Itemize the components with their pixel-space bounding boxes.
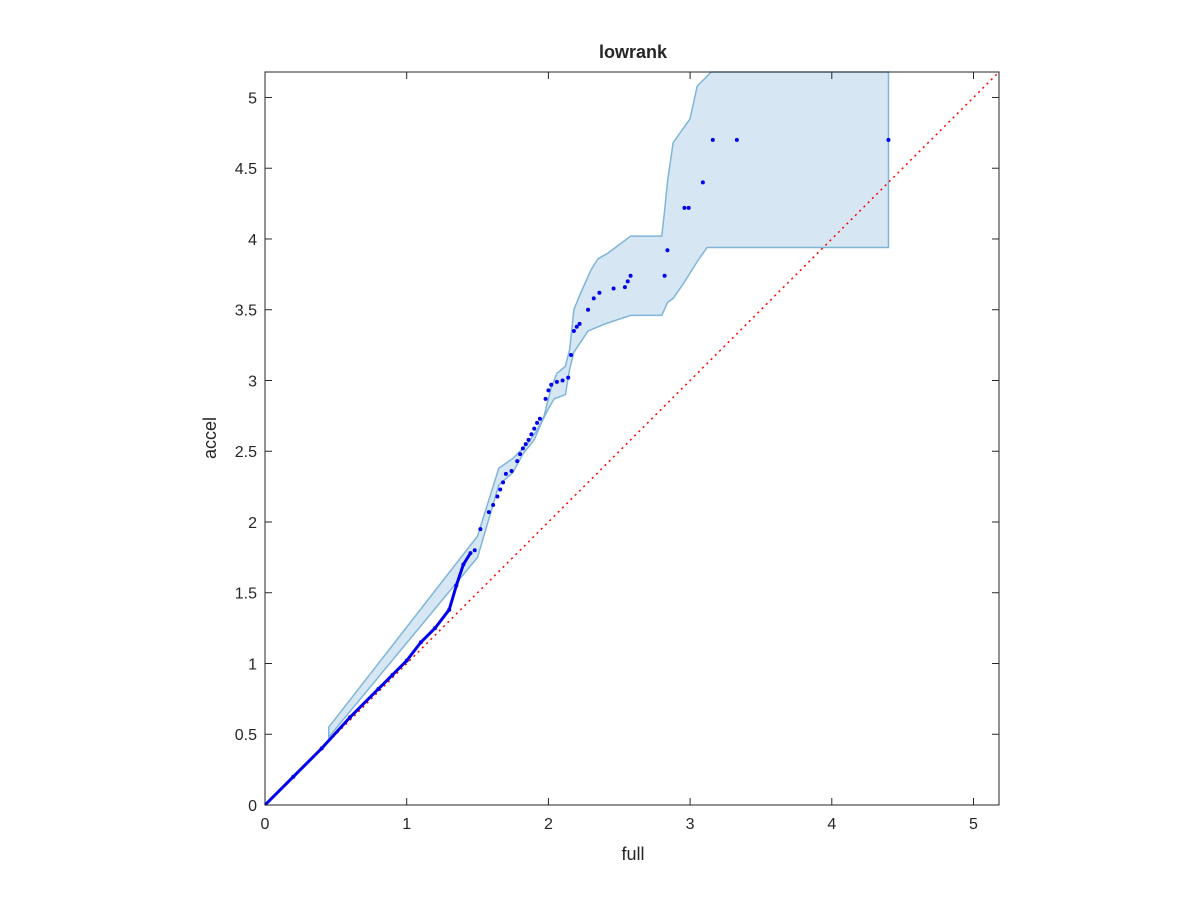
- data-point: [520, 446, 525, 451]
- data-point: [665, 248, 670, 253]
- data-point: [622, 285, 627, 290]
- data-point: [348, 715, 353, 720]
- reference-line-layer: [264, 71, 1000, 806]
- data-point: [291, 774, 296, 779]
- y-tick-label: 2.5: [235, 444, 257, 461]
- y-tick-label: 4: [248, 232, 257, 249]
- data-point: [577, 321, 582, 326]
- reference-line: [264, 71, 1000, 806]
- confidence-band: [328, 71, 890, 740]
- data-point: [526, 437, 531, 442]
- confidence-band-layer: [328, 71, 890, 740]
- data-point: [682, 205, 687, 210]
- data-point: [686, 205, 691, 210]
- data-point: [886, 137, 891, 142]
- x-tick-label: 5: [969, 816, 978, 833]
- data-point: [454, 583, 459, 588]
- data-point: [569, 353, 574, 358]
- chart-title: lowrank: [599, 42, 668, 62]
- data-point: [468, 551, 473, 556]
- data-point: [478, 527, 483, 532]
- data-point: [662, 273, 667, 278]
- data-point: [529, 432, 534, 437]
- x-tick-label: 2: [544, 816, 553, 833]
- data-point: [574, 324, 579, 329]
- data-point: [734, 137, 739, 142]
- x-tick-label: 4: [827, 816, 836, 833]
- data-point: [611, 286, 616, 291]
- data-point: [554, 379, 559, 384]
- data-point: [710, 137, 715, 142]
- data-point: [501, 480, 506, 485]
- data-point: [503, 471, 508, 476]
- data-point: [591, 296, 596, 301]
- data-point: [376, 686, 381, 691]
- x-axis-label: full: [621, 844, 644, 864]
- x-tick-label: 3: [686, 816, 695, 833]
- data-point: [546, 388, 551, 393]
- data-point: [404, 658, 409, 663]
- data-point: [560, 378, 565, 383]
- data-point: [571, 328, 576, 333]
- y-tick-label: 0.5: [235, 727, 257, 744]
- y-tick-label: 1.5: [235, 586, 257, 603]
- y-tick-label: 3.5: [235, 303, 257, 320]
- data-point: [518, 452, 523, 457]
- data-point: [535, 420, 540, 425]
- data-point: [566, 375, 571, 380]
- data-point: [491, 503, 496, 508]
- data-point: [447, 607, 452, 612]
- y-tick-label: 2: [248, 515, 257, 532]
- data-point: [433, 626, 438, 631]
- data-point: [515, 459, 520, 464]
- data-point: [628, 273, 633, 278]
- data-point: [597, 290, 602, 295]
- x-tick-label: 1: [402, 816, 411, 833]
- y-tick-label: 4.5: [235, 161, 257, 178]
- y-tick-label: 3: [248, 373, 257, 390]
- ticks-layer: 0 1 2 3 4 5 0 0.5 1 1.5 2 2.5 3 3.5 4 4.5 5: [235, 72, 999, 833]
- data-point: [532, 426, 537, 431]
- data-point: [543, 396, 548, 401]
- data-point: [549, 382, 554, 387]
- data-point: [418, 640, 423, 645]
- data-point: [586, 307, 591, 312]
- data-point: [319, 746, 324, 751]
- data-point: [509, 469, 514, 474]
- data-point: [390, 672, 395, 677]
- data-point: [625, 279, 630, 284]
- data-point: [498, 487, 503, 492]
- x-tick-label: 0: [261, 816, 270, 833]
- data-point: [486, 510, 491, 515]
- data-point: [700, 180, 705, 185]
- data-point: [523, 442, 528, 447]
- axes-box: [264, 71, 1000, 806]
- y-tick-label: 0: [248, 798, 257, 815]
- data-point: [495, 494, 500, 499]
- y-axis-label: accel: [200, 417, 220, 459]
- data-point: [472, 548, 477, 553]
- data-point: [461, 562, 466, 567]
- y-tick-label: 1: [248, 656, 257, 673]
- data-point: [537, 416, 542, 421]
- y-tick-label: 5: [248, 90, 257, 107]
- points-layer: [263, 137, 891, 807]
